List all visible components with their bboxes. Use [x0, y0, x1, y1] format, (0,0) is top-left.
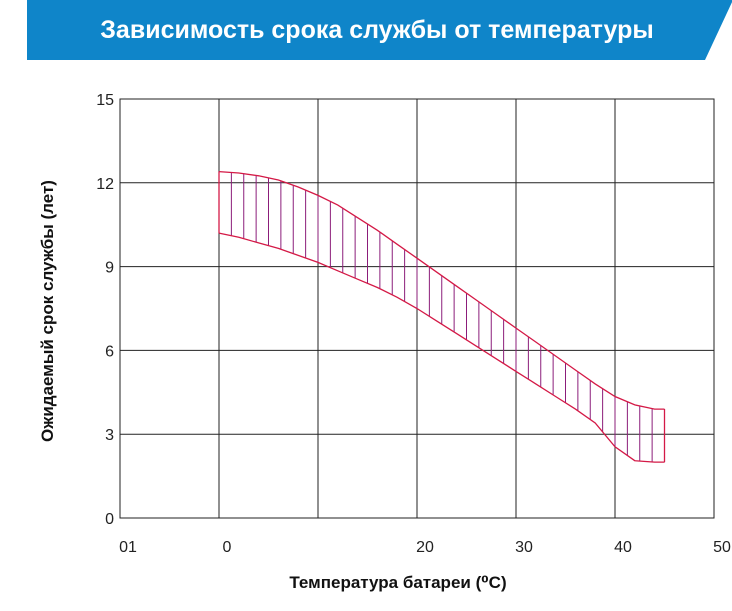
- x-tick-label: 01: [119, 539, 137, 556]
- chart-svg: 01 0 20 30 40 50 0 3 6 9 12 15: [96, 92, 731, 556]
- x-tick-label: 40: [614, 539, 632, 556]
- y-tick-label: 15: [96, 92, 114, 109]
- y-tick-label: 0: [105, 511, 114, 528]
- x-tick-label: 50: [713, 539, 731, 556]
- x-tick-label: 0: [223, 539, 232, 556]
- y-tick-label: 9: [105, 260, 114, 277]
- title-banner: Зависимость срока службы от температуры: [27, 0, 732, 60]
- upper-bound-line: [218, 170, 665, 410]
- lower-bound-line: [218, 232, 665, 463]
- x-tick-label: 30: [515, 539, 533, 556]
- banner-shape: [27, 0, 732, 60]
- y-axis-label: Ожидаемый срок службы (лет): [38, 180, 57, 442]
- y-tick-label: 3: [105, 427, 114, 444]
- y-tick-label: 12: [96, 176, 114, 193]
- y-tick-label: 6: [105, 343, 114, 360]
- x-tick-label: 20: [416, 539, 434, 556]
- x-axis-label: Температура батареи (⁰С): [289, 573, 507, 592]
- chart-area: 01 0 20 30 40 50 0 3 6 9 12 15: [0, 60, 732, 606]
- chart-title: Зависимость срока службы от температуры: [100, 15, 654, 44]
